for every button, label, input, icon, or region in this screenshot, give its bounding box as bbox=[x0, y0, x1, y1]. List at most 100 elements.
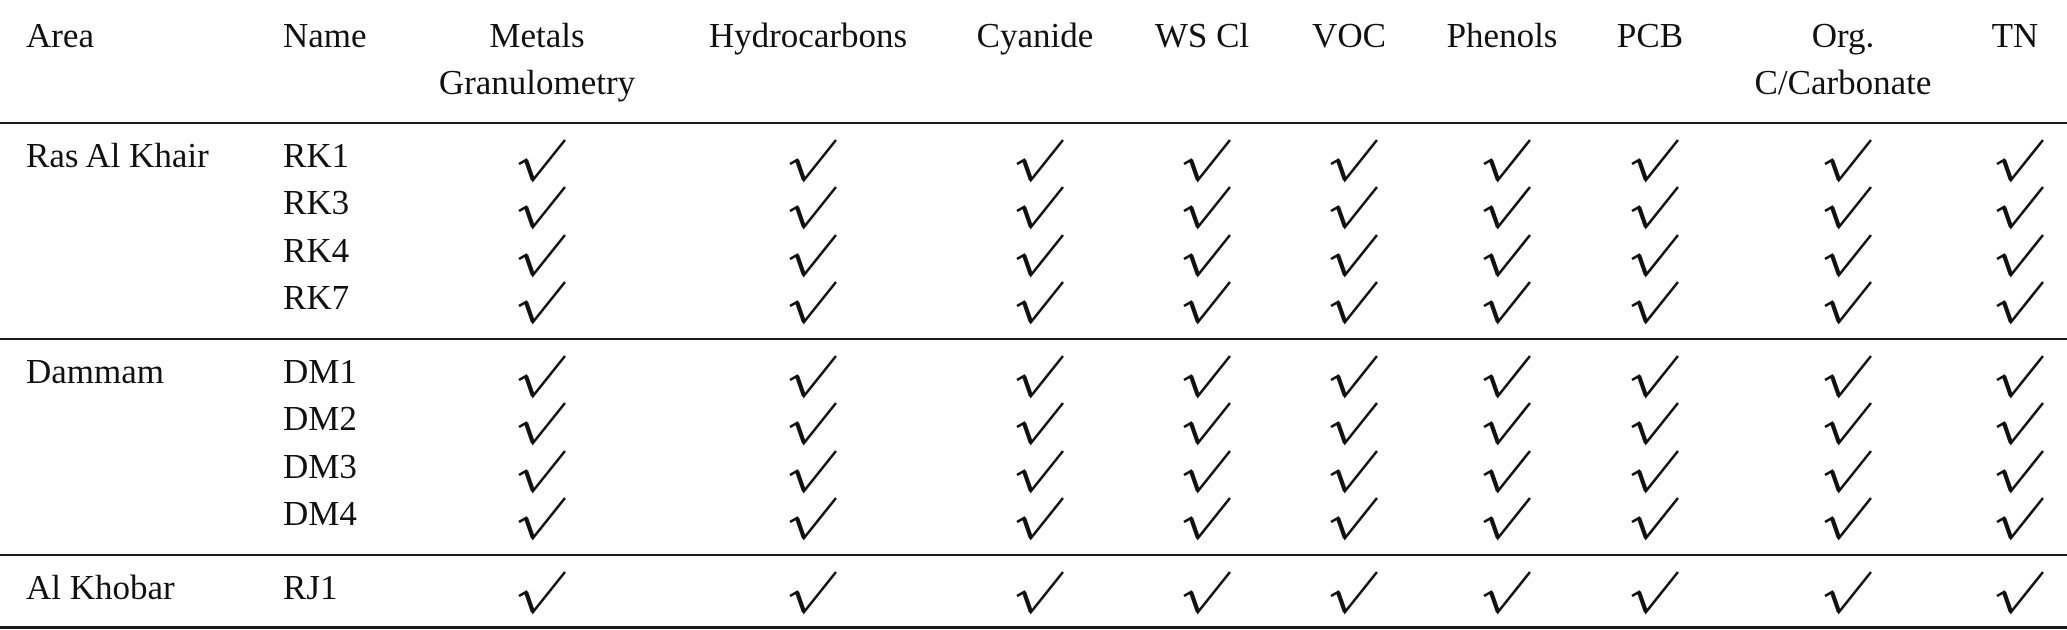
column-header: Phenols bbox=[1446, 16, 1558, 55]
check-mark-icon bbox=[786, 233, 846, 285]
check-mark-icon bbox=[515, 449, 575, 501]
check-mark-icon bbox=[1628, 185, 1688, 237]
check-mark-icon bbox=[1327, 280, 1387, 332]
check-mark-icon bbox=[1821, 449, 1881, 501]
column-header: VOC bbox=[1312, 16, 1386, 55]
check-mark-icon bbox=[1821, 496, 1881, 548]
check-mark-icon bbox=[1327, 185, 1387, 237]
check-mark-icon bbox=[786, 401, 846, 453]
check-mark-icon bbox=[1480, 401, 1540, 453]
check-mark-icon bbox=[1180, 496, 1240, 548]
check-mark-icon bbox=[1180, 233, 1240, 285]
check-mark-icon bbox=[1821, 185, 1881, 237]
check-mark-icon bbox=[515, 401, 575, 453]
check-mark-icon bbox=[1821, 138, 1881, 190]
column-header: TN bbox=[1991, 16, 2039, 55]
area-label: Dammam bbox=[26, 352, 165, 391]
check-mark-icon bbox=[1013, 280, 1073, 332]
check-mark-icon bbox=[1327, 449, 1387, 501]
check-mark-icon bbox=[786, 449, 846, 501]
check-mark-icon bbox=[1993, 401, 2053, 453]
check-mark-icon bbox=[515, 496, 575, 548]
check-mark-icon bbox=[1013, 233, 1073, 285]
check-mark-icon bbox=[1013, 138, 1073, 190]
check-mark-icon bbox=[1480, 280, 1540, 332]
check-mark-icon bbox=[1013, 449, 1073, 501]
table-bottom-rule bbox=[0, 626, 2067, 629]
check-mark-icon bbox=[1821, 280, 1881, 332]
column-header: Cyanide bbox=[976, 16, 1094, 55]
check-mark-icon bbox=[1180, 185, 1240, 237]
check-mark-icon bbox=[1180, 570, 1240, 622]
check-mark-icon bbox=[1628, 401, 1688, 453]
check-mark-icon bbox=[786, 570, 846, 622]
sample-name: RK4 bbox=[283, 230, 350, 270]
check-mark-icon bbox=[1821, 401, 1881, 453]
check-mark-icon bbox=[1180, 401, 1240, 453]
area-label: Ras Al Khair bbox=[26, 136, 209, 175]
check-mark-icon bbox=[1993, 449, 2053, 501]
sample-name: RK1 bbox=[283, 136, 350, 175]
check-mark-icon bbox=[1993, 570, 2053, 622]
check-mark-icon bbox=[786, 280, 846, 332]
sample-name: RK7 bbox=[283, 277, 350, 317]
column-header: Hydrocarbons bbox=[708, 16, 908, 55]
check-mark-icon bbox=[1993, 138, 2053, 190]
check-mark-icon bbox=[1480, 570, 1540, 622]
check-mark-icon bbox=[1180, 280, 1240, 332]
check-mark-icon bbox=[1628, 496, 1688, 548]
sample-name: RJ1 bbox=[283, 568, 338, 607]
check-mark-icon bbox=[786, 354, 846, 406]
check-mark-icon bbox=[1480, 138, 1540, 190]
check-mark-icon bbox=[1327, 354, 1387, 406]
sample-name: DM1 bbox=[283, 352, 357, 391]
check-mark-icon bbox=[515, 280, 575, 332]
column-header: Metals Granulometry bbox=[438, 16, 636, 102]
check-mark-icon bbox=[1480, 233, 1540, 285]
check-mark-icon bbox=[515, 570, 575, 622]
check-mark-icon bbox=[1480, 185, 1540, 237]
check-mark-icon bbox=[1180, 138, 1240, 190]
check-mark-icon bbox=[1013, 401, 1073, 453]
column-header: WS Cl bbox=[1154, 16, 1250, 55]
group-divider-rule bbox=[0, 338, 2067, 340]
sample-name: RK3 bbox=[283, 183, 350, 223]
column-header: Area bbox=[26, 16, 95, 55]
check-mark-icon bbox=[1628, 570, 1688, 622]
check-mark-icon bbox=[1480, 354, 1540, 406]
check-mark-icon bbox=[515, 138, 575, 190]
header-bottom-rule bbox=[0, 122, 2067, 124]
sample-name: DM2 bbox=[283, 399, 357, 439]
check-mark-icon bbox=[1327, 138, 1387, 190]
column-header: Name bbox=[283, 16, 367, 55]
check-mark-icon bbox=[1480, 496, 1540, 548]
check-mark-icon bbox=[1821, 233, 1881, 285]
check-mark-icon bbox=[1013, 496, 1073, 548]
check-mark-icon bbox=[1013, 354, 1073, 406]
check-mark-icon bbox=[1628, 354, 1688, 406]
check-mark-icon bbox=[1993, 233, 2053, 285]
check-mark-icon bbox=[786, 138, 846, 190]
check-mark-icon bbox=[1821, 354, 1881, 406]
sample-name: DM3 bbox=[283, 446, 357, 486]
check-mark-icon bbox=[1993, 280, 2053, 332]
check-mark-icon bbox=[1993, 354, 2053, 406]
check-mark-icon bbox=[786, 496, 846, 548]
check-mark-icon bbox=[1180, 449, 1240, 501]
check-mark-icon bbox=[1993, 496, 2053, 548]
check-mark-icon bbox=[786, 185, 846, 237]
sample-name: DM4 bbox=[283, 493, 357, 533]
check-mark-icon bbox=[1180, 354, 1240, 406]
group-divider-rule bbox=[0, 554, 2067, 556]
check-mark-icon bbox=[1327, 233, 1387, 285]
check-mark-icon bbox=[1628, 233, 1688, 285]
check-mark-icon bbox=[1013, 570, 1073, 622]
check-mark-icon bbox=[1480, 449, 1540, 501]
check-mark-icon bbox=[1993, 185, 2053, 237]
check-mark-icon bbox=[1327, 401, 1387, 453]
check-mark-icon bbox=[1327, 496, 1387, 548]
check-mark-icon bbox=[1628, 280, 1688, 332]
area-label: Al Khobar bbox=[26, 568, 175, 607]
check-mark-icon bbox=[1013, 185, 1073, 237]
